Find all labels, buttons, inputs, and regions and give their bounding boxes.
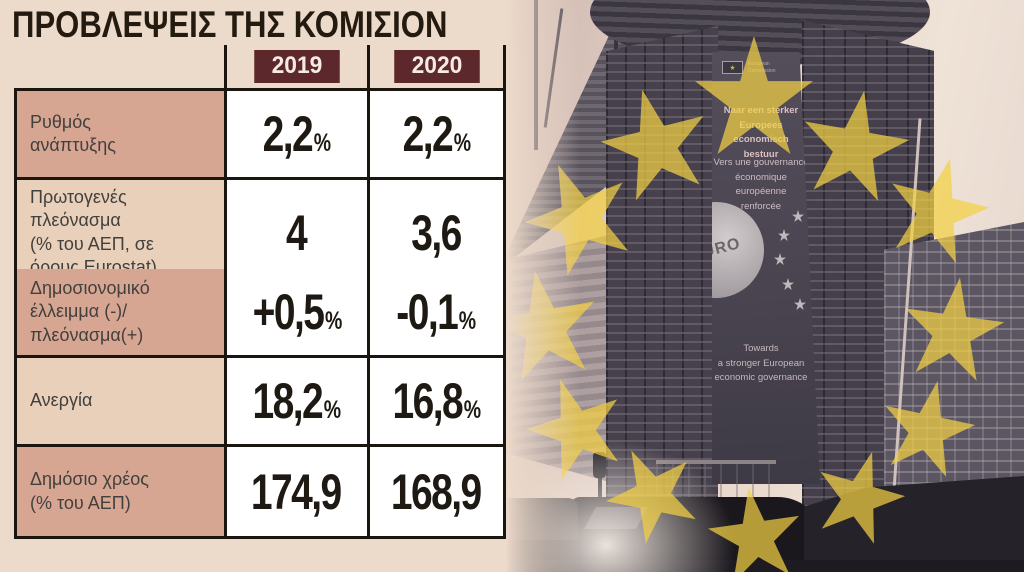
row-label: Πρωτογενές πλεόνασμα (% του ΑΕΠ, σε όρου… — [17, 180, 224, 286]
small-star-icon — [794, 298, 806, 310]
value-number: -0,1 — [396, 284, 460, 340]
percent-sign: % — [459, 307, 477, 335]
value-cell-2020: -0,1% — [367, 269, 503, 355]
banner-text-french: Vers une gouvernance économique européen… — [713, 157, 809, 213]
banner-text-english: Towards a stronger European economic gov… — [714, 343, 808, 384]
value-cell-2020: 16,8% — [367, 358, 503, 444]
percent-sign: % — [323, 396, 342, 424]
column-header-2019: 2019 — [254, 50, 340, 83]
percent-sign: % — [453, 129, 471, 157]
table-row: Δημοσιονομικό έλλειμμα (-)/ πλεόνασμα(+)… — [17, 269, 503, 358]
value-number: 2,2 — [402, 106, 453, 162]
forecast-table: 2019 2020 Ρυθμός ανάπτυξης 2,2% 2,2% Πρω… — [14, 45, 506, 539]
value-number: 4 — [286, 204, 308, 261]
row-label: Δημοσιονομικό έλλειμμα (-)/ πλεόνασμα(+) — [17, 269, 224, 355]
table-row: Ρυθμός ανάπτυξης 2,2% 2,2% — [17, 91, 503, 180]
table-row: Ανεργία 18,2% 16,8% — [17, 358, 503, 447]
value-number: 3,6 — [410, 204, 462, 261]
small-star-icon — [774, 253, 786, 265]
table-row: Πρωτογενές πλεόνασμα (% του ΑΕΠ, σε όρου… — [17, 180, 503, 286]
value-cell-2019: +0,5% — [224, 269, 367, 355]
value-cell-2019: 18,2% — [224, 358, 367, 444]
column-header-cell: 2020 — [367, 45, 506, 88]
commission-building-photo: European Commission Naar een sterker Eur… — [506, 0, 1024, 572]
eu-flag-icon — [722, 61, 743, 74]
value-cell-2019: 174,9 — [224, 447, 367, 536]
table-header-row: 2019 2020 — [14, 45, 506, 88]
page-title: ΠΡΟΒΛΕΨΕΙΣ ΤΗΣ ΚΟΜΙΣΙΟΝ — [12, 4, 448, 45]
column-header-cell: 2019 — [224, 45, 367, 88]
table-body: Ρυθμός ανάπτυξης 2,2% 2,2% Πρωτογενές πλ… — [14, 88, 506, 539]
column-header-2020: 2020 — [393, 50, 480, 83]
percent-sign: % — [463, 396, 481, 424]
scaffold-mast — [614, 0, 618, 90]
value-number: 16,8 — [392, 373, 463, 429]
value-cell-2020: 168,9 — [367, 447, 503, 536]
percent-sign: % — [324, 307, 342, 335]
value-number: 18,2 — [252, 373, 324, 429]
value-cell-2020: 2,2% — [367, 91, 503, 177]
photo-blend-edge — [506, 0, 580, 572]
value-cell-2019: 4 — [224, 180, 367, 286]
row-label: Δημόσιο χρέος (% του ΑΕΠ) — [17, 447, 224, 536]
value-cell-2020: 3,6 — [367, 180, 503, 286]
row-label: Ανεργία — [17, 358, 224, 444]
value-number: 2,2 — [262, 106, 314, 162]
percent-sign: % — [313, 129, 332, 157]
value-number: +0,5 — [252, 284, 324, 340]
value-number: 168,9 — [390, 463, 482, 520]
small-star-icon — [782, 278, 794, 290]
value-number: 174,9 — [251, 463, 342, 520]
row-label: Ρυθμός ανάπτυξης — [17, 91, 224, 177]
value-cell-2019: 2,2% — [224, 91, 367, 177]
small-star-icon — [778, 229, 790, 241]
table-row: Δημόσιο χρέος (% του ΑΕΠ) 174,9 168,9 — [17, 447, 503, 536]
